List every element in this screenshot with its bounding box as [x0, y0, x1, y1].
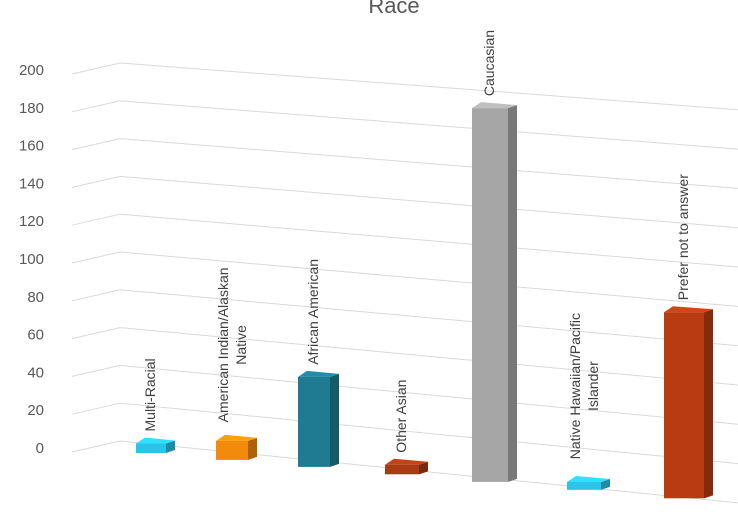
bar-front-face — [567, 482, 601, 490]
y-tick-label: 160 — [19, 138, 44, 155]
bar-top-face — [472, 102, 517, 109]
gridline — [71, 251, 738, 307]
bar-front-face — [298, 376, 330, 467]
bar-side-face — [248, 437, 257, 460]
gridline — [71, 138, 738, 189]
gridline — [71, 402, 738, 465]
y-tick-label: 0 — [36, 440, 44, 457]
gridline — [71, 364, 738, 425]
y-tick-label: 140 — [19, 175, 44, 192]
bar-front-face — [136, 443, 166, 453]
bar-side-face — [601, 479, 610, 490]
bar-top-face — [216, 434, 257, 441]
bar-front-face — [385, 464, 419, 475]
y-tick-label: 40 — [27, 364, 44, 381]
gridline — [71, 175, 738, 229]
category-label: Prefer not to answer — [675, 174, 691, 300]
bar — [472, 102, 517, 482]
y-tick-label: 20 — [27, 402, 44, 419]
bar-side-face — [508, 105, 517, 482]
category-label: Multi-Racial — [142, 358, 158, 431]
bar — [385, 458, 428, 475]
y-tick-label: 60 — [27, 327, 44, 344]
gridlines — [71, 62, 738, 504]
bar-side-face — [419, 461, 428, 475]
category-label: Other Asian — [393, 380, 409, 453]
category-label: African American — [305, 259, 321, 365]
category-label: Native Hawaiian/Pacific Islander — [567, 313, 601, 459]
bar-side-face — [330, 373, 339, 467]
bar — [664, 306, 713, 499]
y-tick-label: 80 — [27, 289, 44, 306]
gridline — [71, 289, 738, 347]
gridline — [71, 213, 738, 268]
gridline — [71, 62, 738, 111]
category-labels: Multi-Racial American Indian/Alaskan Nativ… — [142, 30, 691, 459]
gridline — [71, 440, 738, 504]
bar — [567, 476, 610, 490]
y-axis-ticks: 0 20 40 60 80 100 120 140 160 180 200 — [19, 62, 44, 457]
bar — [136, 437, 175, 454]
bar-top-face — [136, 437, 175, 444]
bar-top-face — [567, 476, 610, 483]
category-label: American Indian/Alaskan Native — [215, 267, 249, 422]
bar-top-face — [385, 458, 428, 465]
bar-front-face — [472, 108, 508, 482]
y-tick-label: 200 — [19, 62, 44, 79]
gridline — [71, 100, 738, 150]
bar-front-face — [216, 440, 248, 460]
y-tick-label: 120 — [19, 213, 44, 230]
bar-top-face — [298, 370, 339, 377]
y-tick-label: 100 — [19, 251, 44, 268]
bar-top-face — [664, 306, 713, 313]
bar-side-face — [704, 309, 713, 499]
y-tick-label: 180 — [19, 100, 44, 117]
gridline — [71, 327, 738, 386]
bar-front-face — [664, 312, 704, 499]
bar — [216, 434, 257, 460]
category-label: Caucasian — [481, 30, 497, 96]
chart-title: Race — [368, 0, 419, 18]
bar-side-face — [166, 440, 175, 454]
bars — [136, 102, 713, 499]
bar — [298, 370, 339, 467]
